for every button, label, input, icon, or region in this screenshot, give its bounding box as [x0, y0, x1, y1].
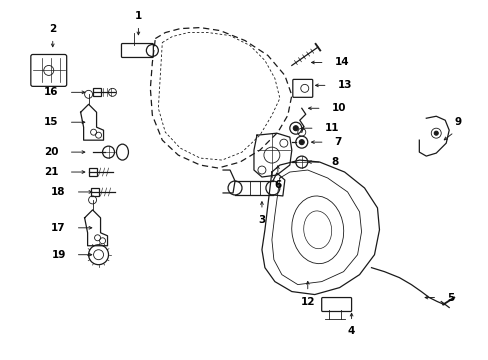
Text: 2: 2	[49, 24, 56, 33]
Text: 17: 17	[51, 223, 65, 233]
Circle shape	[299, 140, 304, 145]
Text: 20: 20	[44, 147, 59, 157]
Text: 10: 10	[331, 103, 346, 113]
Text: 13: 13	[337, 80, 351, 90]
Bar	[92, 88, 101, 96]
Text: 1: 1	[135, 11, 142, 21]
Text: 6: 6	[274, 180, 281, 190]
Text: 9: 9	[453, 117, 460, 127]
Text: 15: 15	[44, 117, 59, 127]
Text: 5: 5	[447, 293, 453, 302]
Text: 19: 19	[51, 250, 65, 260]
Text: 7: 7	[334, 137, 341, 147]
Text: 14: 14	[334, 58, 348, 67]
Bar	[88, 168, 96, 176]
Text: 18: 18	[51, 187, 65, 197]
Text: 21: 21	[44, 167, 59, 177]
Circle shape	[433, 131, 437, 135]
Text: 12: 12	[300, 297, 314, 306]
Text: 3: 3	[258, 215, 265, 225]
Text: 4: 4	[347, 327, 355, 336]
Circle shape	[293, 126, 298, 131]
Bar	[90, 188, 99, 196]
Text: 16: 16	[44, 87, 59, 97]
Text: 11: 11	[324, 123, 339, 133]
Text: 8: 8	[331, 157, 338, 167]
